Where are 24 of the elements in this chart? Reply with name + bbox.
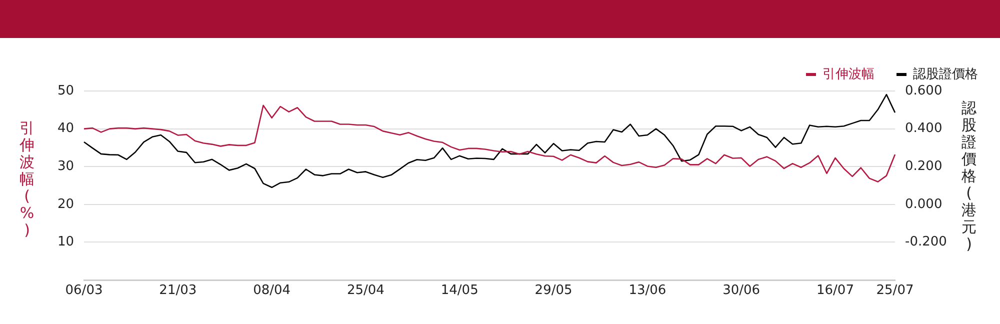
- x-tick-label: 25/07: [876, 283, 914, 298]
- x-tick-label: 21/03: [159, 283, 197, 298]
- x-tick-label: 08/04: [253, 283, 291, 298]
- legend-label: 引伸波幅: [822, 66, 874, 82]
- text: 認股證價格(港元): [962, 99, 976, 253]
- y2-tick-label: -0.200: [905, 234, 947, 250]
- y-tick-label: 40: [57, 121, 74, 136]
- y-tick-label: 20: [57, 196, 74, 212]
- x-tick-label: 30/06: [722, 283, 760, 298]
- y2-tick-label: 0.200: [905, 158, 942, 174]
- x-tick-label: 16/07: [816, 283, 854, 298]
- y2-tick-label: 0.000: [905, 196, 942, 212]
- x-tick-label: 13/06: [628, 283, 666, 298]
- y2-tick-label: 0.400: [905, 121, 942, 136]
- x-tick-label: 29/05: [534, 283, 572, 298]
- y-tick-label: 50: [57, 83, 74, 98]
- y-axis-title: 引伸波幅(%): [18, 119, 36, 239]
- y-tick-label: 30: [57, 158, 74, 174]
- x-tick-label: 06/03: [65, 283, 103, 298]
- legend-label: 認股證價格: [913, 66, 978, 82]
- y2-tick-label: 0.600: [905, 83, 942, 98]
- y-tick-label: 10: [57, 234, 74, 250]
- x-tick-label: 25/04: [346, 283, 384, 298]
- x-tick-label: 14/05: [440, 283, 478, 298]
